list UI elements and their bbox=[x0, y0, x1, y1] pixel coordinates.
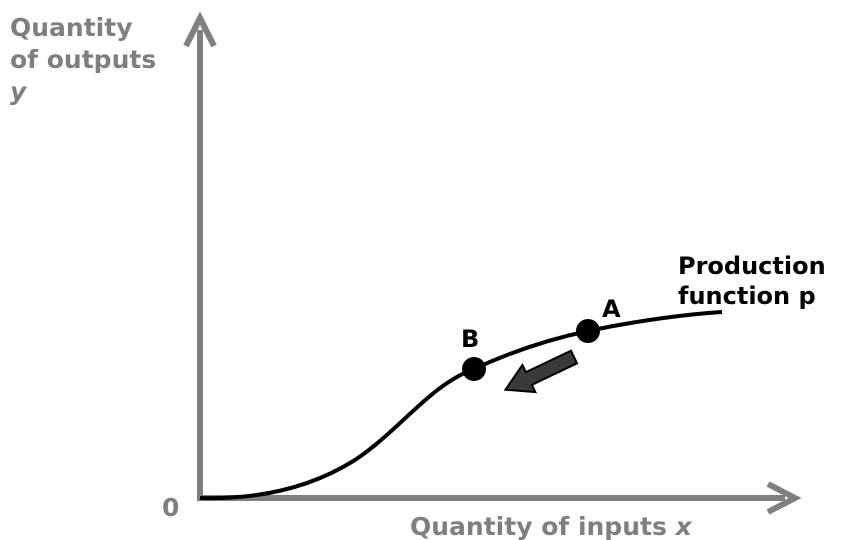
y-axis-label: Quantity bbox=[10, 13, 133, 42]
x-axis-label-text: Quantity of inputs bbox=[410, 512, 667, 540]
y-axis-variable: y bbox=[10, 77, 28, 106]
point-label: A bbox=[602, 295, 621, 323]
y-axis-arrowhead bbox=[183, 11, 217, 48]
x-axis-label: Quantity of inputs x bbox=[410, 512, 693, 540]
point-b bbox=[462, 357, 486, 381]
x-axis-arrowhead bbox=[766, 481, 802, 515]
point-label: B bbox=[461, 325, 479, 353]
movement-arrow bbox=[503, 349, 579, 394]
point-a bbox=[576, 319, 600, 343]
curve-label: function p bbox=[678, 282, 816, 310]
y-axis-label: of outputs bbox=[10, 45, 156, 74]
origin-label: 0 bbox=[162, 493, 179, 522]
x-axis-variable: x bbox=[674, 512, 693, 540]
curve-label: Production bbox=[678, 252, 826, 280]
